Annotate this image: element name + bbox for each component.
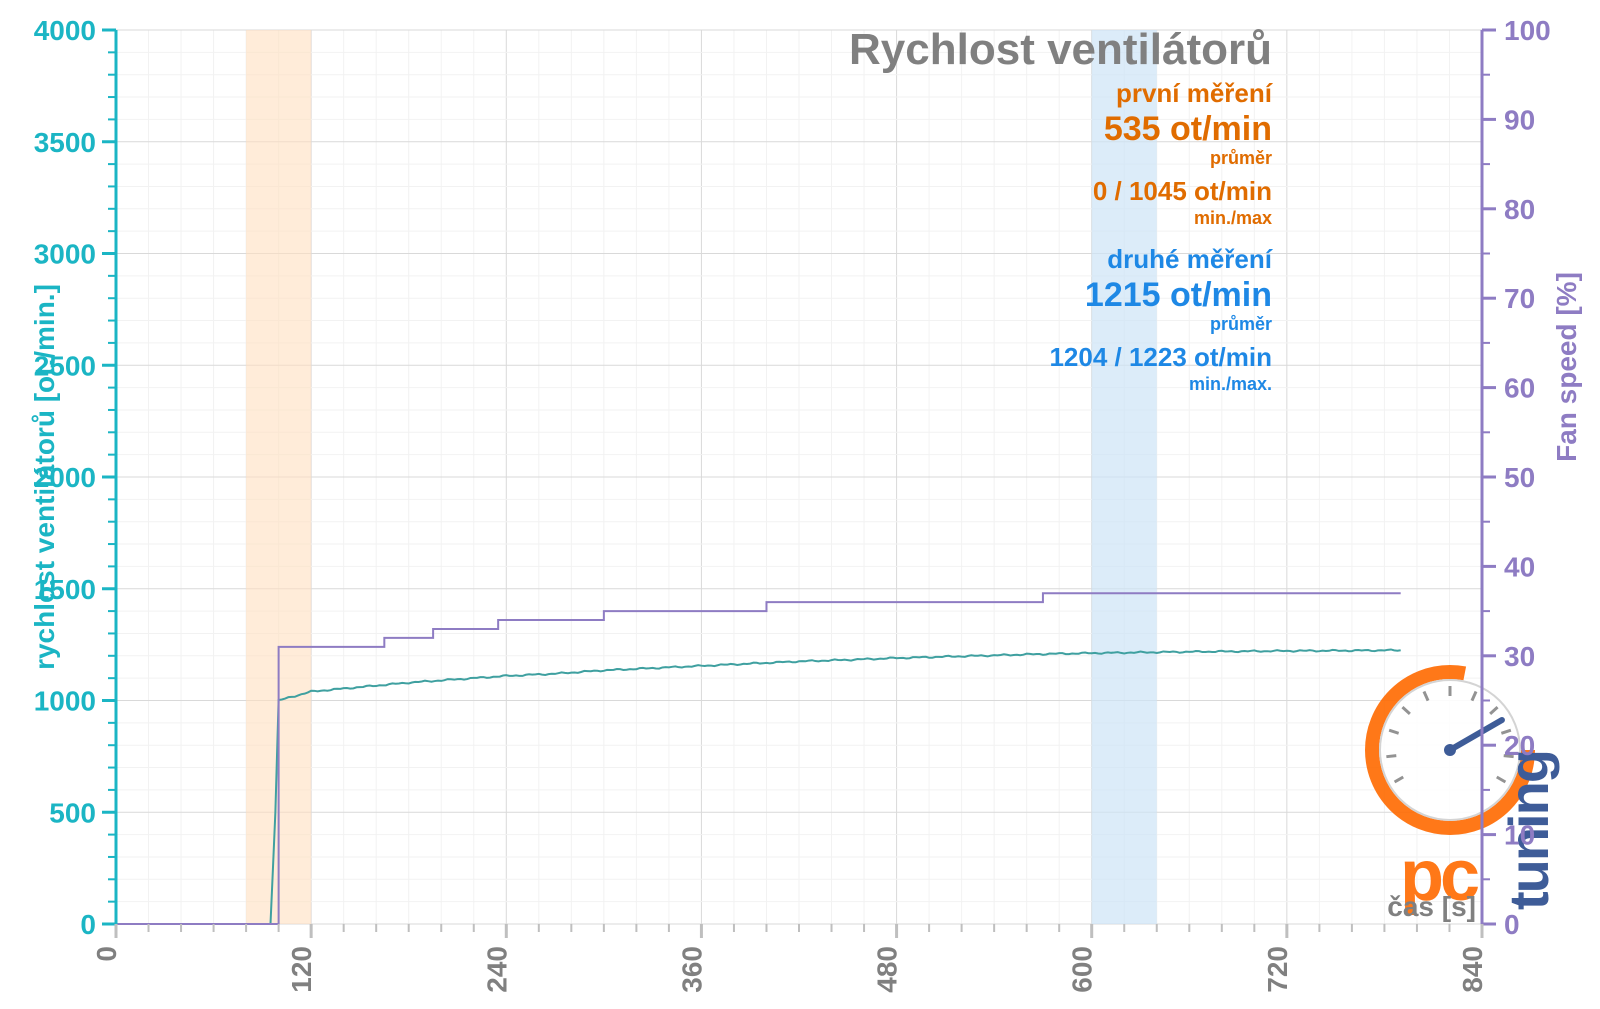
x-axis-label: čas [s]	[1387, 891, 1476, 922]
svg-text:60: 60	[1504, 373, 1535, 404]
annot-avg: 1215 ot/min	[1085, 276, 1272, 314]
svg-text:1000: 1000	[34, 686, 96, 717]
svg-text:480: 480	[872, 946, 903, 993]
annot-range-label: min./max	[1194, 208, 1272, 228]
annot-avg: 535 ot/min	[1104, 110, 1272, 148]
svg-text:4000: 4000	[34, 15, 96, 46]
annot-avg-label: průměr	[1210, 314, 1272, 334]
fan-speed-chart: pctuning05001000150020002500300035004000…	[0, 0, 1600, 1009]
annot-range-label: min./max.	[1189, 374, 1272, 394]
svg-text:240: 240	[481, 946, 512, 993]
chart-svg: pctuning05001000150020002500300035004000…	[0, 0, 1600, 1009]
svg-text:0: 0	[91, 946, 122, 962]
svg-text:70: 70	[1504, 283, 1535, 314]
svg-text:30: 30	[1504, 641, 1535, 672]
svg-text:360: 360	[676, 946, 707, 993]
annot-avg-label: průměr	[1210, 148, 1272, 168]
svg-text:10: 10	[1504, 820, 1535, 851]
svg-text:0: 0	[1504, 909, 1520, 940]
svg-text:840: 840	[1457, 946, 1488, 993]
annot-range: 0 / 1045 ot/min	[1093, 176, 1272, 206]
svg-text:500: 500	[49, 797, 96, 828]
svg-text:100: 100	[1504, 15, 1551, 46]
y-right-label: Fan speed [%]	[1551, 272, 1582, 462]
svg-text:600: 600	[1067, 946, 1098, 993]
svg-text:20: 20	[1504, 730, 1535, 761]
y-left-label: rychlost ventilátorů [ot./min.]	[29, 284, 60, 670]
svg-text:80: 80	[1504, 194, 1535, 225]
second-measure-band	[1092, 30, 1157, 924]
svg-text:40: 40	[1504, 551, 1535, 582]
annot-heading: druhé měření	[1107, 244, 1272, 274]
svg-text:720: 720	[1262, 946, 1293, 993]
annot-range: 1204 / 1223 ot/min	[1049, 342, 1272, 372]
annot-heading: první měření	[1116, 78, 1273, 108]
svg-text:90: 90	[1504, 104, 1535, 135]
svg-text:120: 120	[286, 946, 317, 993]
svg-text:50: 50	[1504, 462, 1535, 493]
grid	[116, 30, 1482, 924]
chart-title: Rychlost ventilátorů	[849, 25, 1272, 74]
svg-text:3500: 3500	[34, 127, 96, 158]
svg-text:0: 0	[80, 909, 96, 940]
svg-text:3000: 3000	[34, 239, 96, 270]
